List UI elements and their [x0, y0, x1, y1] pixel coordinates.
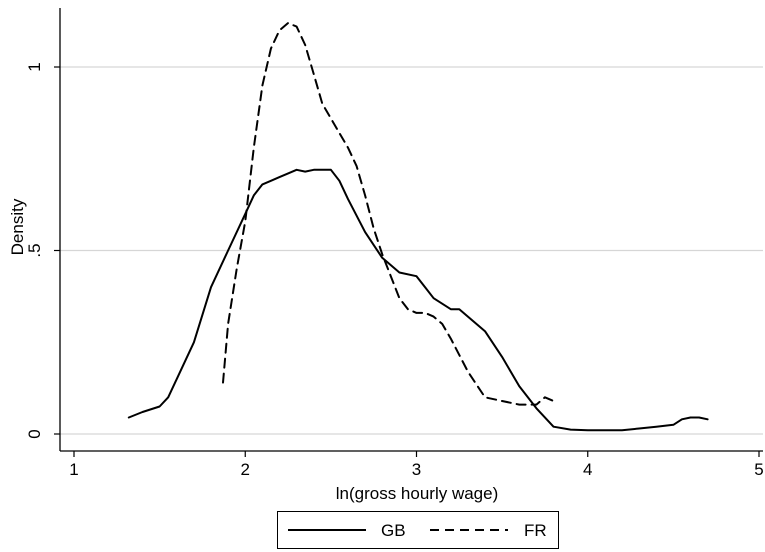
y-ticks: 0.51: [25, 62, 60, 439]
series-line-fr: [222, 22, 555, 406]
x-tick-label: 1: [69, 460, 78, 479]
x-tick-label: 2: [241, 460, 250, 479]
x-axis-title: ln(gross hourly wage): [336, 484, 499, 503]
x-tick-label: 5: [754, 460, 763, 479]
series-layer: [127, 22, 709, 432]
y-tick-label: .5: [25, 243, 44, 257]
legend-label-fr: FR: [524, 521, 547, 540]
gridlines: [60, 66, 763, 435]
legend: GB FR: [277, 511, 559, 549]
series-line-gb: [127, 168, 709, 432]
y-tick-label: 1: [25, 62, 44, 71]
y-tick-label: 0: [25, 429, 44, 438]
x-tick-label: 3: [412, 460, 421, 479]
y-axis-title: Density: [8, 198, 27, 255]
x-ticks: 1 2 3 4 5: [69, 451, 764, 479]
x-tick-label: 4: [583, 460, 592, 479]
legend-label-gb: GB: [381, 521, 406, 540]
